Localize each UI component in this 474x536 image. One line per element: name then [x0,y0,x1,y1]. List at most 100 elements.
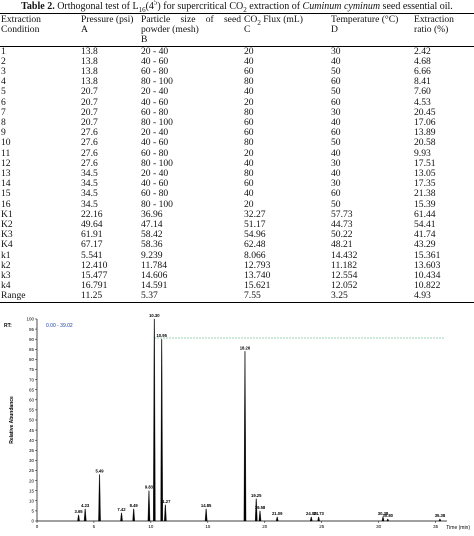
table-cell: 13 [1,168,11,180]
table-cell: 80 - 100 [141,117,173,129]
table-cell: 7.55 [244,290,261,302]
table-cell: 14.591 [141,280,168,292]
table-cell: 60 [244,178,254,190]
y-tick-label: 50 [29,418,35,423]
table-cell: 30 [331,106,341,118]
table-cell: 58.36 [141,239,163,251]
table-cell: 34.5 [81,178,98,190]
table-cell: 80 [244,106,254,118]
table-cell: 13.8 [81,76,98,88]
table-cell: 50 [331,86,341,98]
table-row: 1 13.8 20 - 40 20 30 2.42 [0,46,474,57]
table-cell: 60 - 80 [141,106,169,118]
table-cell: 20 - 40 [141,127,169,139]
peak-label: 19.25 [251,493,262,498]
y-tick-label: 15 [29,488,35,493]
table-cell: 10.434 [414,270,441,282]
peak-label: 8.49 [130,503,139,508]
y-tick-label: 100 [26,317,34,322]
table-row: 12 27.6 80 - 100 40 30 17.51 [0,157,474,169]
table-row: 15 34.5 60 - 80 40 60 21.38 [0,189,474,199]
table-cell: 60 [331,96,341,108]
table-cell: 60 [331,76,341,88]
y-tick-label: 10 [29,499,35,504]
x-tick-label: 25 [319,524,325,529]
peak [438,518,442,522]
peak-label: 7.42 [117,507,126,512]
table-cell: 36.96 [141,208,163,220]
table-cell: 14 [1,178,11,190]
table-cell: 62.48 [244,239,266,251]
table-cell: 11.25 [81,290,103,302]
table-cell: 57.73 [331,208,353,220]
table-cell: 8.41 [414,76,431,88]
table-cell: 4.68 [414,55,431,67]
peak [77,514,80,522]
table-cell: 60 [244,127,254,139]
table-row: 9 27.6 20 - 40 60 60 13.89 [0,128,474,138]
table-cell: 40 [331,147,341,159]
y-axis-label: Relative Abundance [9,396,15,444]
table-cell: 60 - 80 [141,147,169,159]
table-cell: 40 [331,117,341,129]
table-cell: K4 [1,239,13,251]
table-cell: 13.8 [81,66,98,78]
table-cell: 15 [1,188,11,200]
table-row: 3 13.8 60 - 80 60 50 6.66 [0,66,474,78]
header-cell: Extraction Condition [1,14,41,36]
peak [309,516,313,522]
table-cell: 12.554 [331,270,358,282]
table-cell: K2 [1,219,13,231]
table-cell: 80 [244,137,254,149]
table-cell: 20 - 40 [141,86,169,98]
peak [147,490,151,522]
table-row: 16 34.5 80 - 100 20 50 15.39 [0,198,474,210]
table-cell: 17.51 [414,157,436,169]
table-cell: 20 [244,96,254,108]
table-row: k3 15.477 14.606 13.740 12.554 10.434 [0,270,474,282]
peak [243,351,247,522]
y-tick-label: 85 [29,347,35,352]
table-cell: Range [1,290,26,302]
table-cell: 27.6 [81,137,98,149]
table-cell: 60 [244,66,254,78]
table-cell: 1 [1,45,6,57]
table-cell: 20.7 [81,106,98,118]
y-tick-label: 70 [29,377,35,382]
table-row: 7 20.7 60 - 80 80 30 20.45 [0,106,474,118]
table-cell: 9 [1,127,6,139]
table-cell: k1 [1,249,11,261]
table-cell: 47.14 [141,219,163,231]
table-cell: 3 [1,66,6,78]
table-cell: 40 [244,55,254,67]
table-cell: 27.6 [81,157,98,169]
table-cell: 61.91 [81,229,103,241]
table-row: K1 22.16 36.96 32.27 57.73 61.44 [0,208,474,220]
y-tick-label: 65 [29,387,35,392]
y-tick-label: 0 [31,519,34,524]
table-cell: 80 [244,168,254,180]
table-cell: 51.17 [244,219,266,231]
y-tick-label: 35 [29,448,35,453]
table-cell: 6.66 [414,66,431,78]
range-label: 0.00 - 39.02 [46,323,73,329]
table-cell: 7 [1,106,6,118]
table-cell: 54.41 [414,219,436,231]
table-cell: 34.5 [81,198,98,210]
table-cell: 44.73 [331,219,353,231]
table-row: 4 13.8 80 - 100 80 60 8.41 [0,77,474,87]
peak [132,508,135,522]
table-row: Range 11.25 5.37 7.55 3.25 4.93 [0,290,474,303]
table-cell: 13.89 [414,127,436,139]
table-row: 14 34.5 40 - 60 60 30 17.35 [0,179,474,189]
table-row: k4 16.791 14.591 15.621 12.052 10.822 [0,281,474,291]
y-tick-label: 90 [29,337,35,342]
table-cell: 4 [1,76,6,88]
table-cell: 80 - 100 [141,198,173,210]
table-cell: 34.5 [81,188,98,200]
table-cell: 40 - 60 [141,55,169,67]
table-cell: 54.96 [244,229,266,241]
peak-label: 18.26 [240,345,251,350]
table-cell: 27.6 [81,127,98,139]
table-cell: 2.42 [414,45,431,57]
